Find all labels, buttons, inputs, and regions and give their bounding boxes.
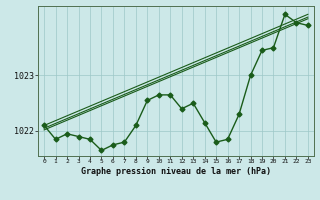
X-axis label: Graphe pression niveau de la mer (hPa): Graphe pression niveau de la mer (hPa) (81, 167, 271, 176)
